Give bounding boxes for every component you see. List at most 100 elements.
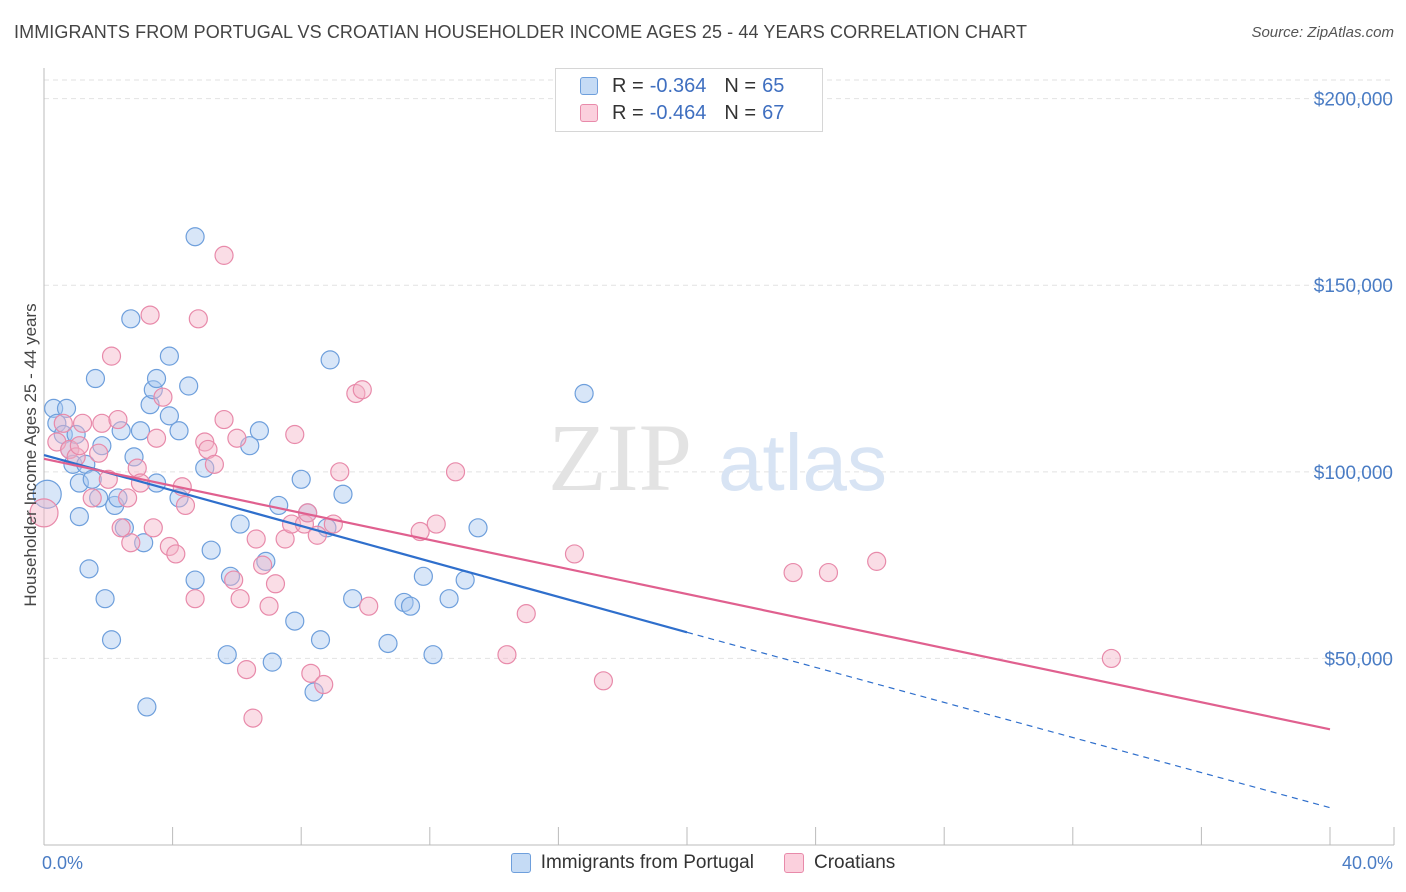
data-point-portugal xyxy=(56,398,77,418)
data-point-portugal xyxy=(574,383,594,404)
data-point-portugal xyxy=(124,447,144,467)
legend-r-label: R = xyxy=(612,74,644,97)
legend-r-label: R = xyxy=(612,101,644,124)
data-point-croatians xyxy=(111,518,131,538)
data-point-portugal xyxy=(85,368,106,389)
data-point-portugal xyxy=(89,488,109,508)
data-point-croatians xyxy=(146,428,167,448)
legend-n-value: 65 xyxy=(762,74,785,97)
x-tick-label: 40.0% xyxy=(1342,853,1393,873)
data-point-croatians xyxy=(153,387,173,407)
data-point-portugal xyxy=(121,309,141,329)
data-point-croatians xyxy=(29,498,59,528)
watermark-atlas: atlas xyxy=(718,418,887,507)
data-point-portugal xyxy=(185,227,205,247)
data-point-croatians xyxy=(246,529,266,549)
data-point-croatians xyxy=(159,536,179,557)
data-point-croatians xyxy=(301,663,321,683)
data-point-croatians xyxy=(516,604,536,624)
data-point-portugal xyxy=(256,551,276,571)
data-point-portugal xyxy=(159,406,179,426)
data-point-portugal xyxy=(413,566,433,586)
data-point-croatians xyxy=(166,544,186,564)
data-point-croatians xyxy=(175,495,196,516)
data-point-croatians xyxy=(143,518,163,538)
y-tick-label: $100,000 xyxy=(1314,463,1393,484)
data-point-croatians xyxy=(101,346,122,366)
legend-r-value: -0.364 xyxy=(649,74,707,97)
data-point-croatians xyxy=(140,305,160,325)
data-point-portugal xyxy=(69,507,89,527)
source-label: Source: ZipAtlas.com xyxy=(1251,24,1394,41)
data-point-portugal xyxy=(291,469,311,489)
trend-lines xyxy=(43,453,1331,809)
data-point-portugal xyxy=(137,697,157,717)
data-point-croatians xyxy=(188,309,208,329)
data-point-portugal xyxy=(285,611,305,631)
data-point-croatians xyxy=(92,413,112,433)
data-point-croatians xyxy=(53,413,73,433)
data-point-croatians xyxy=(265,574,286,594)
data-point-croatians xyxy=(72,413,93,433)
data-point-portugal xyxy=(378,633,398,654)
data-point-portugal xyxy=(320,350,340,370)
data-point-portugal xyxy=(185,570,205,590)
data-point-portugal xyxy=(400,596,421,616)
data-point-croatians xyxy=(214,245,234,265)
data-point-croatians xyxy=(69,436,89,456)
data-point-croatians xyxy=(593,671,614,691)
data-point-croatians xyxy=(497,645,517,665)
data-point-croatians xyxy=(60,439,80,460)
correlation-legend: R = -0.364 N = 65 R = -0.464 N = 67 xyxy=(555,68,823,132)
data-point-croatians xyxy=(127,458,147,478)
data-point-portugal xyxy=(146,368,167,389)
data-point-croatians xyxy=(243,708,263,728)
watermark-zip: ZIP xyxy=(548,404,692,511)
trend-line-portugal xyxy=(43,453,688,634)
trend-line-croatians xyxy=(43,457,1331,731)
series-croatians-points xyxy=(29,245,1121,728)
y-tick-label: $150,000 xyxy=(1314,276,1393,297)
data-point-portugal xyxy=(249,421,270,441)
data-point-croatians xyxy=(783,562,803,583)
data-point-portugal xyxy=(82,469,102,489)
data-point-portugal xyxy=(423,645,443,665)
legend-swatch-pink xyxy=(783,853,804,873)
legend-item-label: Immigrants from Portugal xyxy=(540,852,754,873)
data-point-portugal xyxy=(304,682,324,702)
legend-swatch-pink xyxy=(580,104,598,122)
x-tick-label: 0.0% xyxy=(42,853,83,873)
legend-r-value: -0.464 xyxy=(649,101,707,124)
data-point-portugal xyxy=(439,589,459,609)
data-point-croatians xyxy=(259,596,279,616)
data-point-portugal xyxy=(262,652,282,672)
data-point-croatians xyxy=(121,533,141,553)
y-tick-label: $200,000 xyxy=(1314,90,1393,111)
data-point-portugal xyxy=(201,540,221,560)
data-point-croatians xyxy=(867,551,887,571)
data-point-croatians xyxy=(564,544,585,564)
data-point-croatians xyxy=(214,409,234,430)
data-point-croatians xyxy=(285,424,305,445)
data-point-portugal xyxy=(169,421,189,441)
chart-title: IMMIGRANTS FROM PORTUGAL VS CROATIAN HOU… xyxy=(14,22,1028,42)
data-point-portugal xyxy=(468,518,488,538)
legend-item-croatians[interactable]: Croatians xyxy=(783,852,896,874)
data-point-portugal xyxy=(95,589,115,609)
legend-item-label: Croatians xyxy=(813,852,896,873)
data-point-croatians xyxy=(236,660,257,680)
data-point-portugal xyxy=(79,559,99,579)
data-point-portugal xyxy=(220,566,241,586)
data-point-croatians xyxy=(204,454,224,474)
data-point-portugal xyxy=(333,484,353,504)
gridlines xyxy=(44,79,1394,659)
legend-n-value: 67 xyxy=(762,101,785,124)
data-point-croatians xyxy=(227,428,247,448)
series-portugal-points xyxy=(32,227,594,717)
data-point-croatians xyxy=(445,462,466,482)
data-point-portugal xyxy=(108,488,128,508)
legend-item-portugal[interactable]: Immigrants from Portugal xyxy=(510,852,754,874)
data-point-croatians xyxy=(426,514,446,534)
data-point-portugal xyxy=(143,380,163,400)
